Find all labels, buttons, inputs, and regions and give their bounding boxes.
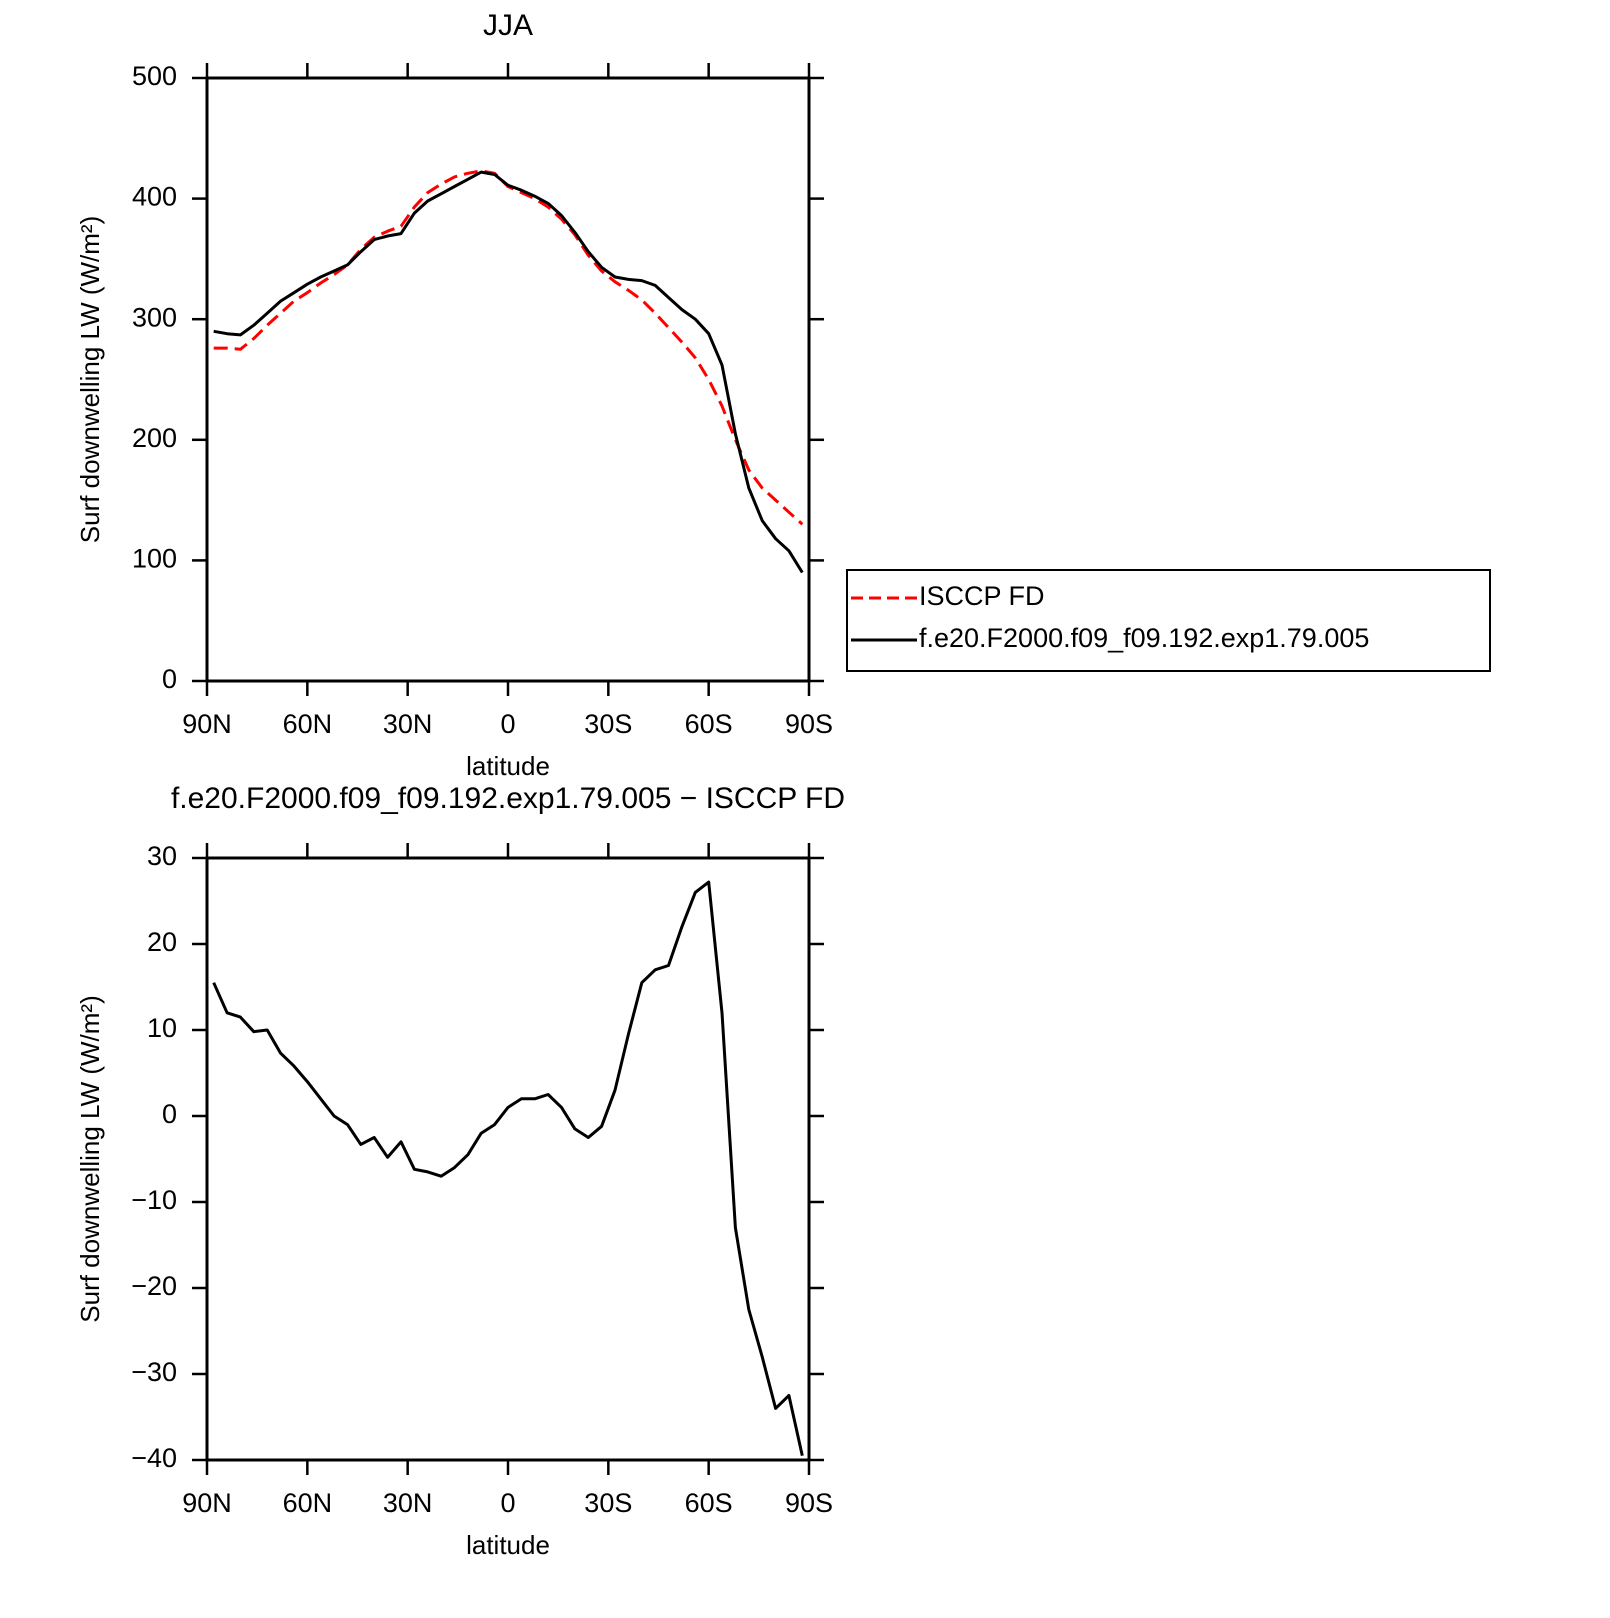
x-tick-label: 60N	[283, 1488, 333, 1518]
x-tick-label: 30N	[383, 709, 433, 739]
data-line	[213, 170, 804, 574]
y-tick-label: −20	[131, 1271, 177, 1301]
plot-frame	[205, 856, 811, 1462]
data-line	[212, 880, 804, 1457]
x-tick-label: 30S	[584, 1488, 632, 1518]
x-axis-label: latitude	[466, 1530, 550, 1560]
x-tick-label: 60N	[283, 709, 333, 739]
chart-title: JJA	[483, 9, 533, 42]
y-tick-label: 200	[132, 423, 177, 453]
x-tick-label: 30N	[383, 1488, 433, 1518]
legend-label: f.e20.F2000.f09_f09.192.exp1.79.005	[919, 623, 1369, 653]
y-tick-label: −30	[131, 1357, 177, 1387]
y-axis-label: Surf downwelling LW (W/m²)	[75, 216, 105, 543]
x-tick-label: 90N	[182, 709, 232, 739]
x-tick-label: 90S	[785, 709, 833, 739]
y-tick-label: 20	[147, 927, 177, 957]
y-tick-label: 0	[162, 664, 177, 694]
legend-box	[846, 569, 1491, 672]
y-tick-label: 30	[147, 841, 177, 871]
y-tick-label: 0	[162, 1099, 177, 1129]
y-tick-label: 100	[132, 544, 177, 574]
plot-frame	[205, 76, 811, 683]
y-tick-label: −10	[131, 1185, 177, 1215]
x-tick-label: 60S	[685, 1488, 733, 1518]
x-tick-label: 60S	[685, 709, 733, 739]
x-axis-label: latitude	[466, 751, 550, 781]
x-tick-label: 0	[500, 709, 515, 739]
x-tick-label: 30S	[584, 709, 632, 739]
y-axis-label: Surf downwelling LW (W/m²)	[75, 995, 105, 1322]
y-tick-label: 500	[132, 61, 177, 91]
x-tick-label: 90N	[182, 1488, 232, 1518]
chart-title: f.e20.F2000.f09_f09.192.exp1.79.005 − IS…	[171, 782, 845, 815]
y-tick-label: 400	[132, 182, 177, 212]
x-tick-label: 90S	[785, 1488, 833, 1518]
y-tick-label: 300	[132, 302, 177, 332]
y-tick-label: −40	[131, 1443, 177, 1473]
y-tick-label: 10	[147, 1013, 177, 1043]
legend-label: ISCCP FD	[919, 581, 1045, 611]
x-tick-label: 0	[500, 1488, 515, 1518]
